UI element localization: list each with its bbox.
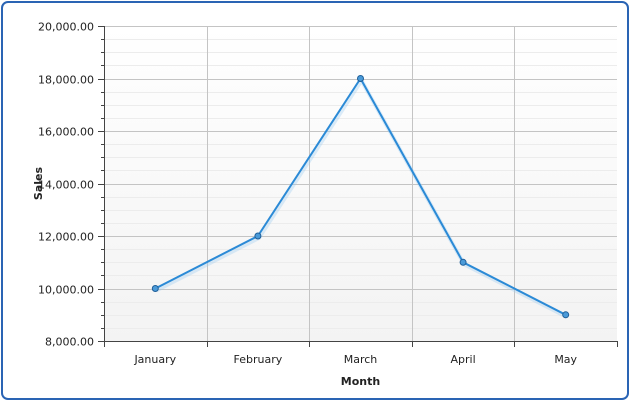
- y-axis-title: Sales: [32, 166, 45, 200]
- line-chart: 8,000.00 10,000.00 12,000.00 14,000.00 16,00…: [32, 21, 618, 388]
- y-tick-label: 16,000.00: [38, 126, 94, 139]
- minor-gridlines: [104, 39, 617, 329]
- y-tick-labels: 8,000.00 10,000.00 12,000.00 14,000.00 16,00…: [38, 21, 94, 349]
- x-tick-label: April: [451, 353, 476, 366]
- data-point[interactable]: [459, 258, 467, 266]
- plot-area: [104, 26, 617, 341]
- y-tick-label: 8,000.00: [45, 336, 94, 349]
- y-tick-label: 10,000.00: [38, 284, 94, 297]
- y-tick-label: 14,000.00: [38, 179, 94, 192]
- data-point[interactable]: [357, 75, 364, 82]
- data-point[interactable]: [151, 285, 159, 292]
- x-tick-label: May: [554, 353, 577, 366]
- x-axis-title: Month: [341, 375, 380, 388]
- y-tick-label: 18,000.00: [38, 74, 94, 87]
- x-tick-labels: January February March April May: [133, 353, 577, 366]
- data-point[interactable]: [562, 311, 570, 319]
- x-tick-label: February: [234, 353, 283, 366]
- axes: [104, 26, 617, 342]
- tick-marks: [98, 26, 618, 347]
- data-point[interactable]: [254, 232, 262, 240]
- x-tick-label: January: [133, 353, 176, 366]
- series-layer: [151, 75, 570, 319]
- y-tick-label: 12,000.00: [38, 231, 94, 244]
- y-tick-label: 20,000.00: [38, 21, 94, 34]
- x-tick-label: March: [344, 353, 378, 366]
